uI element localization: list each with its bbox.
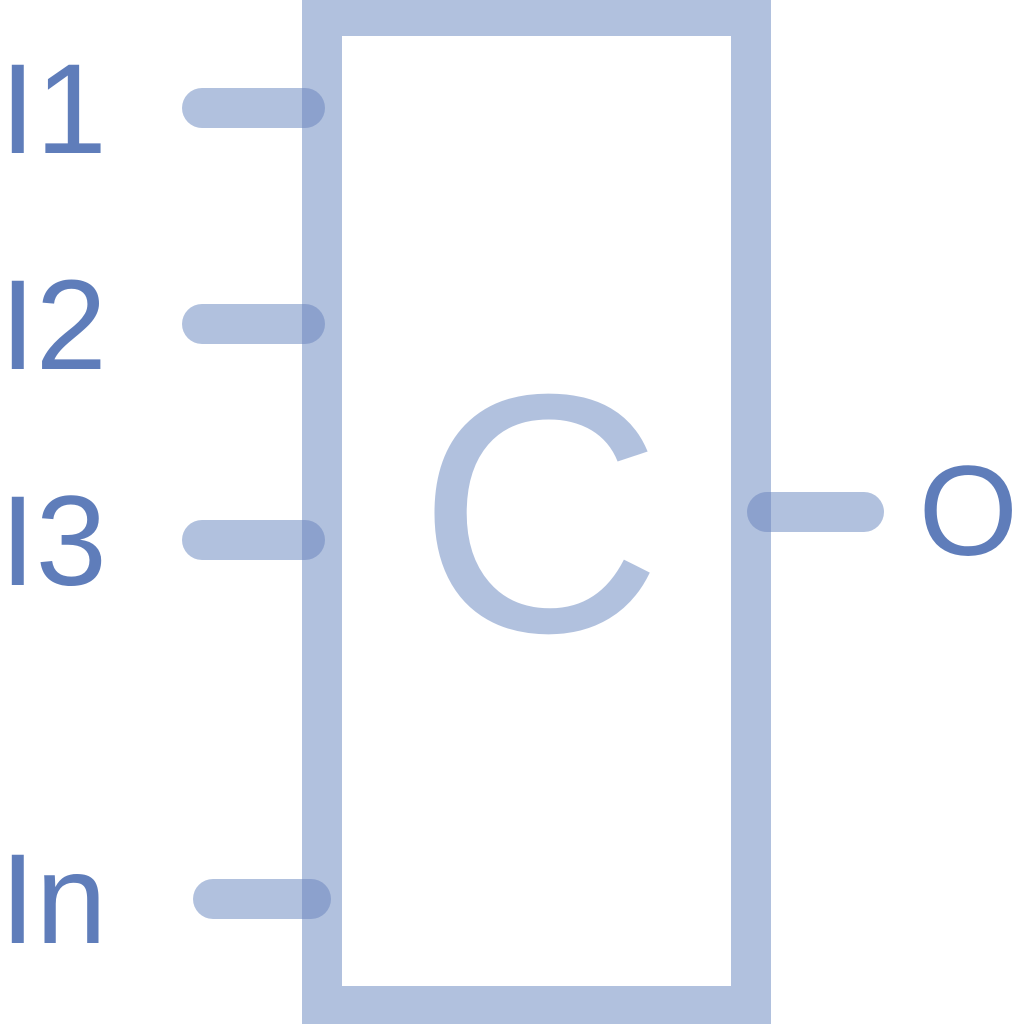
overlap-out [747, 492, 771, 532]
lead-overlaps [302, 88, 771, 919]
input-label-n: In [0, 828, 107, 971]
input-label-1: I1 [0, 38, 107, 181]
overlap-n [302, 879, 331, 919]
input-leads [182, 88, 331, 919]
input-label-2: I2 [0, 254, 107, 397]
overlap-1 [302, 88, 325, 128]
block-symbol: C [417, 324, 663, 704]
overlap-2 [302, 304, 325, 344]
overlap-3 [302, 520, 325, 560]
input-label-3: I3 [0, 470, 107, 613]
output-label: O [918, 440, 1018, 583]
